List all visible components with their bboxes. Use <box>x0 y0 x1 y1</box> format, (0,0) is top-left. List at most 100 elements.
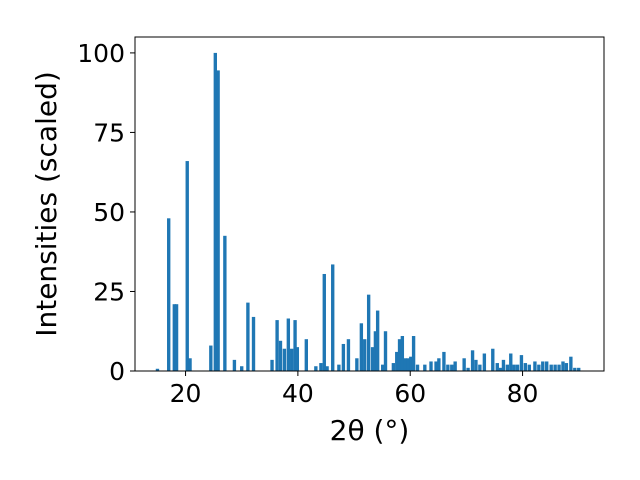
y-axis: 0 25 50 75 100 <box>77 39 135 386</box>
x-tick-label: 60 <box>394 379 426 408</box>
bar <box>545 361 549 371</box>
bar <box>549 364 553 371</box>
y-tick-label: 100 <box>77 39 125 68</box>
bar <box>167 218 171 371</box>
bar <box>240 366 244 371</box>
bar <box>213 52 217 372</box>
bar <box>341 343 346 371</box>
y-tick-label: 50 <box>93 198 125 227</box>
bar <box>569 356 573 371</box>
bar <box>495 363 499 371</box>
bar <box>337 364 341 371</box>
bar <box>470 350 475 371</box>
x-tick-label: 20 <box>170 379 202 408</box>
bar <box>275 320 279 371</box>
bar <box>466 367 470 371</box>
bar <box>325 366 329 371</box>
bar <box>174 304 179 371</box>
bar <box>209 345 213 371</box>
bar <box>509 353 513 371</box>
bar <box>411 336 416 371</box>
bar <box>403 358 407 371</box>
x-tick-label: 40 <box>282 379 314 408</box>
y-tick-label: 75 <box>93 118 125 147</box>
bar <box>304 339 308 371</box>
x-tick-label: 80 <box>507 379 539 408</box>
bar <box>561 361 565 371</box>
bar <box>346 339 351 371</box>
bar <box>442 351 446 371</box>
bar <box>246 302 250 371</box>
bar <box>282 348 287 371</box>
bar <box>251 316 256 371</box>
bar <box>155 368 160 371</box>
bar <box>478 364 482 371</box>
bar <box>395 351 399 371</box>
bar <box>453 361 457 371</box>
bar <box>278 340 283 371</box>
bar <box>185 161 189 371</box>
bar <box>501 359 506 371</box>
bar <box>577 367 581 371</box>
bar <box>172 304 176 371</box>
y-tick-label: 25 <box>93 277 125 306</box>
y-axis-label: Intensities (scaled) <box>30 71 63 337</box>
bar <box>429 361 433 371</box>
bar <box>527 364 531 371</box>
bar <box>223 235 227 371</box>
bar <box>381 364 385 371</box>
bar <box>373 331 378 371</box>
bar <box>434 361 438 371</box>
bar <box>286 318 291 371</box>
plot-frame <box>134 36 605 372</box>
bar <box>290 348 294 371</box>
bar <box>331 264 335 371</box>
bar <box>415 364 420 371</box>
bar <box>322 273 326 371</box>
bar <box>462 358 466 371</box>
bar <box>383 331 388 371</box>
bar <box>400 336 405 371</box>
bar <box>437 358 441 371</box>
bar <box>564 363 569 371</box>
bar <box>446 364 450 371</box>
bar <box>314 366 318 371</box>
bar <box>363 339 367 371</box>
y-tick-label: 0 <box>109 357 125 386</box>
bar <box>409 356 413 371</box>
bar <box>406 358 410 371</box>
bar <box>519 355 524 371</box>
bar <box>505 364 510 371</box>
bar <box>391 363 396 371</box>
bar <box>366 294 371 371</box>
bar <box>423 364 427 371</box>
bars-group <box>155 52 581 372</box>
bar <box>512 364 516 371</box>
bar <box>216 70 220 372</box>
bar <box>370 347 375 371</box>
x-axis-label: 2θ (°) <box>330 414 410 447</box>
bar <box>450 364 454 371</box>
bar <box>573 367 577 371</box>
x-axis: 20 40 60 80 <box>170 371 539 408</box>
bar <box>397 339 402 371</box>
bar <box>523 363 528 371</box>
bar <box>293 320 297 371</box>
bar <box>188 358 192 371</box>
bar <box>232 359 237 371</box>
bar <box>319 363 323 371</box>
bar <box>537 364 541 371</box>
bar <box>375 310 380 371</box>
bar <box>270 359 274 371</box>
bar <box>553 364 557 371</box>
bar <box>515 364 520 371</box>
bar <box>533 361 537 371</box>
bar <box>474 359 478 371</box>
bar <box>482 353 487 371</box>
bar <box>491 348 495 371</box>
bar <box>295 347 300 371</box>
bar <box>498 367 503 371</box>
bar <box>359 323 364 371</box>
bar <box>541 361 545 371</box>
